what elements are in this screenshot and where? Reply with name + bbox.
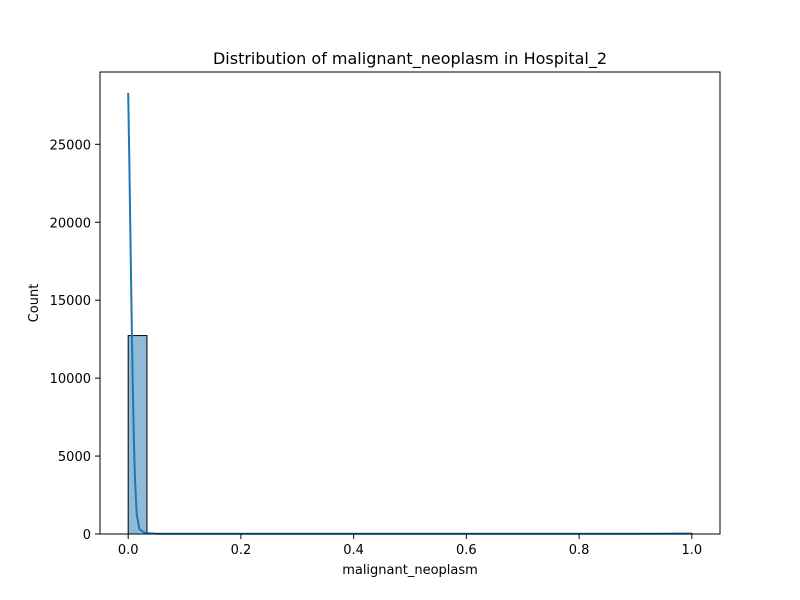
kde-curve [127, 92, 692, 535]
x-tick-label: 1.0 [681, 543, 702, 558]
x-tick-label: 0.2 [231, 543, 252, 558]
y-tick-label: 20000 [50, 216, 91, 231]
chart-title: Distribution of malignant_neoplasm in Ho… [213, 49, 607, 69]
x-tick-label: 0.6 [456, 543, 477, 558]
y-axis-label: Count [27, 284, 42, 323]
x-tick-label: 0.0 [118, 543, 139, 558]
x-tick-label: 0.4 [343, 543, 364, 558]
y-tick-label: 10000 [50, 372, 91, 387]
y-tick-label: 5000 [58, 450, 91, 465]
x-axis-label: malignant_neoplasm [342, 563, 478, 578]
y-tick-label: 25000 [50, 138, 91, 153]
histogram-bars [127, 335, 693, 535]
y-tick-label: 0 [83, 528, 91, 543]
x-tick-label: 0.8 [569, 543, 590, 558]
plot-area-frame [99, 71, 721, 535]
histogram-bar-0 [127, 335, 148, 535]
y-tick-label: 15000 [50, 294, 91, 309]
x-axis-ticks: 0.0 0.2 0.4 0.6 0.8 1.0 [118, 534, 702, 558]
y-axis-ticks: 0 5000 10000 15000 20000 25000 [50, 138, 100, 543]
